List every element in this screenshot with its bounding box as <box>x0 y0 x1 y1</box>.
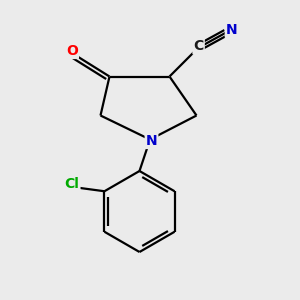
Text: N: N <box>226 23 237 37</box>
Text: O: O <box>66 44 78 58</box>
Text: Cl: Cl <box>64 178 80 191</box>
Text: N: N <box>146 134 157 148</box>
Text: C: C <box>194 40 204 53</box>
